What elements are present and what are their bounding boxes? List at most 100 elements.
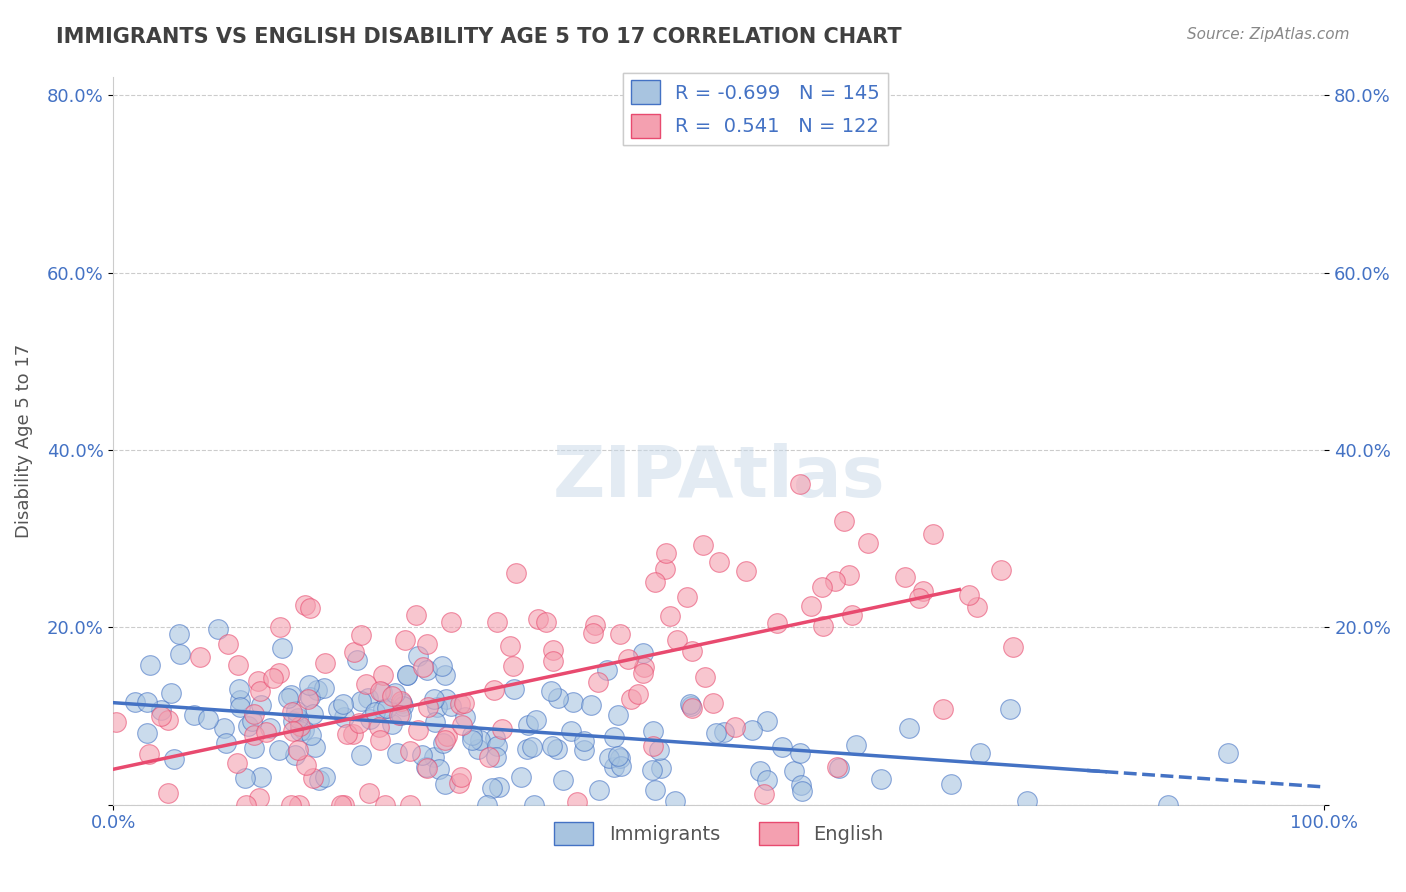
English	[367, 720, 389, 734]
English	[658, 608, 681, 623]
Immigrants	[898, 722, 921, 736]
English	[894, 570, 917, 584]
English	[811, 619, 834, 633]
English	[588, 675, 610, 690]
Text: ZIPAtlas: ZIPAtlas	[553, 443, 886, 512]
Immigrants	[524, 713, 547, 727]
Immigrants	[748, 764, 770, 779]
English	[349, 715, 371, 730]
English	[825, 760, 848, 774]
English	[243, 728, 266, 742]
English	[453, 696, 475, 710]
Immigrants	[364, 705, 387, 719]
Immigrants	[249, 770, 271, 784]
Immigrants	[427, 763, 450, 777]
English	[565, 796, 588, 810]
English	[541, 654, 564, 668]
English	[299, 600, 322, 615]
Immigrants	[423, 692, 446, 706]
Immigrants	[541, 739, 564, 753]
Immigrants	[384, 686, 406, 700]
English	[280, 797, 302, 812]
English	[226, 657, 249, 672]
Immigrants	[233, 771, 256, 785]
Immigrants	[574, 734, 596, 748]
Immigrants	[333, 710, 356, 724]
English	[399, 797, 422, 812]
Immigrants	[603, 760, 626, 774]
Immigrants	[243, 741, 266, 756]
English	[450, 770, 472, 784]
English	[959, 588, 981, 602]
English	[966, 600, 988, 615]
Immigrants	[392, 698, 415, 713]
English	[800, 599, 823, 613]
English	[838, 567, 860, 582]
Immigrants	[215, 736, 238, 750]
Immigrants	[415, 760, 437, 774]
Immigrants	[609, 751, 631, 765]
Immigrants	[284, 748, 307, 763]
English	[449, 776, 471, 790]
English	[235, 797, 257, 812]
Immigrants	[302, 706, 325, 721]
English	[381, 689, 404, 703]
Immigrants	[644, 783, 666, 797]
English	[824, 574, 846, 588]
Immigrants	[359, 712, 381, 726]
Immigrants	[939, 777, 962, 791]
English	[527, 612, 550, 626]
Immigrants	[486, 739, 509, 753]
Immigrants	[783, 764, 806, 778]
Immigrants	[485, 749, 508, 764]
Immigrants	[346, 653, 368, 667]
Immigrants	[560, 724, 582, 739]
English	[1001, 640, 1024, 655]
English	[138, 747, 160, 761]
Immigrants	[314, 771, 336, 785]
Immigrants	[308, 773, 330, 788]
Immigrants	[277, 690, 299, 705]
Immigrants	[741, 723, 763, 738]
Immigrants	[650, 761, 672, 775]
English	[262, 671, 284, 685]
English	[436, 729, 458, 743]
Immigrants	[603, 730, 626, 744]
English	[491, 722, 513, 736]
English	[150, 709, 173, 723]
English	[627, 687, 650, 701]
English	[190, 650, 212, 665]
Immigrants	[433, 777, 456, 791]
Immigrants	[299, 727, 322, 741]
English	[766, 616, 789, 631]
Immigrants	[375, 701, 398, 715]
English	[416, 761, 439, 775]
Immigrants	[969, 746, 991, 760]
Immigrants	[381, 716, 404, 731]
English	[676, 590, 699, 604]
English	[368, 684, 391, 698]
Immigrants	[484, 731, 506, 745]
Immigrants	[679, 697, 702, 711]
Immigrants	[271, 640, 294, 655]
English	[247, 791, 270, 805]
Immigrants	[373, 702, 395, 716]
English	[354, 677, 377, 691]
Immigrants	[326, 702, 349, 716]
Immigrants	[135, 695, 157, 709]
Immigrants	[357, 690, 380, 705]
Immigrants	[396, 668, 419, 682]
Immigrants	[411, 747, 433, 762]
English	[631, 666, 654, 681]
English	[389, 694, 412, 708]
English	[405, 607, 427, 622]
Immigrants	[481, 780, 503, 795]
English	[789, 476, 811, 491]
Immigrants	[432, 659, 454, 673]
English	[336, 727, 359, 741]
English	[374, 797, 396, 812]
Immigrants	[598, 750, 620, 764]
Immigrants	[475, 797, 498, 812]
Legend: R = -0.699   N = 145, R =  0.541   N = 122: R = -0.699 N = 145, R = 0.541 N = 122	[623, 72, 887, 145]
Immigrants	[281, 714, 304, 728]
